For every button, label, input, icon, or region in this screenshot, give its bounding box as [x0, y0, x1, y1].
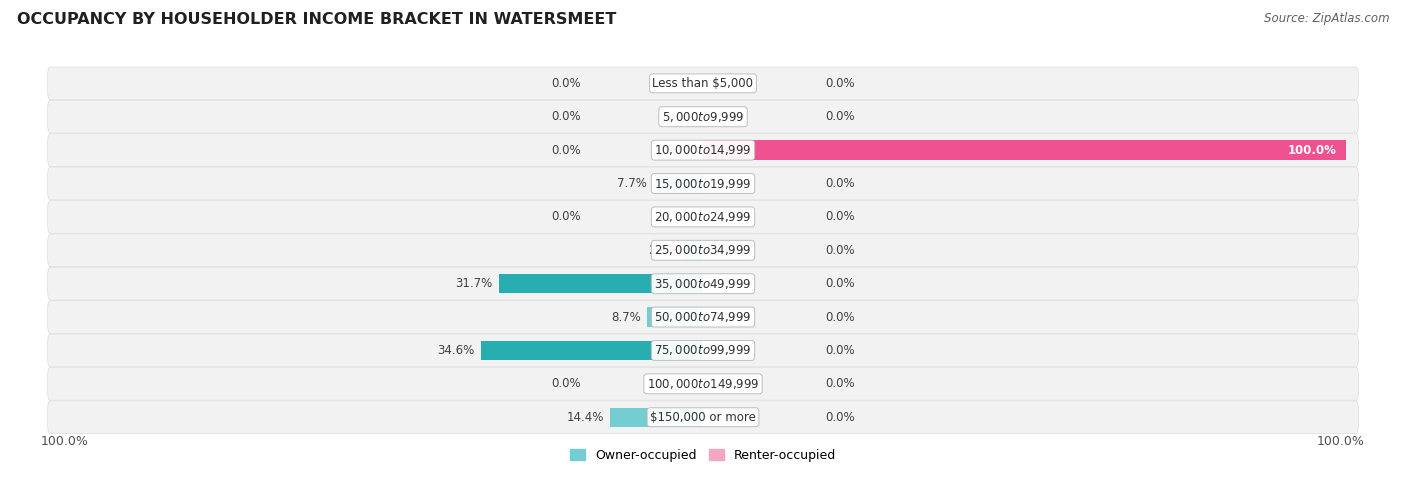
FancyBboxPatch shape	[48, 134, 1358, 167]
Text: $150,000 or more: $150,000 or more	[650, 411, 756, 424]
Text: 100.0%: 100.0%	[1288, 144, 1336, 156]
Text: 7.7%: 7.7%	[617, 177, 647, 190]
Text: $25,000 to $34,999: $25,000 to $34,999	[654, 243, 752, 257]
Text: 0.0%: 0.0%	[825, 377, 855, 390]
FancyBboxPatch shape	[48, 267, 1358, 300]
Text: 0.0%: 0.0%	[551, 110, 581, 123]
Text: OCCUPANCY BY HOUSEHOLDER INCOME BRACKET IN WATERSMEET: OCCUPANCY BY HOUSEHOLDER INCOME BRACKET …	[17, 12, 616, 27]
Text: 0.0%: 0.0%	[551, 377, 581, 390]
Legend: Owner-occupied, Renter-occupied: Owner-occupied, Renter-occupied	[565, 444, 841, 467]
Text: 0.0%: 0.0%	[825, 344, 855, 357]
Text: 0.0%: 0.0%	[825, 210, 855, 224]
Text: 34.6%: 34.6%	[437, 344, 474, 357]
Text: $75,000 to $99,999: $75,000 to $99,999	[654, 344, 752, 357]
Text: 0.0%: 0.0%	[825, 411, 855, 424]
Bar	[654, 174, 703, 193]
Text: 0.0%: 0.0%	[825, 177, 855, 190]
FancyBboxPatch shape	[48, 301, 1358, 333]
Text: Source: ZipAtlas.com: Source: ZipAtlas.com	[1264, 12, 1389, 25]
Bar	[499, 274, 703, 294]
Text: $50,000 to $74,999: $50,000 to $74,999	[654, 310, 752, 324]
Text: 0.0%: 0.0%	[825, 77, 855, 90]
FancyBboxPatch shape	[48, 167, 1358, 200]
FancyBboxPatch shape	[48, 334, 1358, 367]
Text: 31.7%: 31.7%	[456, 277, 494, 290]
FancyBboxPatch shape	[48, 67, 1358, 100]
Text: 0.0%: 0.0%	[551, 144, 581, 156]
Text: 0.0%: 0.0%	[825, 277, 855, 290]
Text: $5,000 to $9,999: $5,000 to $9,999	[662, 110, 744, 124]
Text: 0.0%: 0.0%	[551, 77, 581, 90]
Text: $10,000 to $14,999: $10,000 to $14,999	[654, 143, 752, 157]
Bar	[647, 307, 703, 327]
FancyBboxPatch shape	[48, 101, 1358, 133]
Text: 8.7%: 8.7%	[610, 311, 641, 324]
Bar	[610, 408, 703, 427]
Text: 0.0%: 0.0%	[825, 110, 855, 123]
Text: $15,000 to $19,999: $15,000 to $19,999	[654, 176, 752, 191]
FancyBboxPatch shape	[48, 234, 1358, 267]
Text: 14.4%: 14.4%	[567, 411, 605, 424]
Text: 2.9%: 2.9%	[648, 244, 678, 257]
Text: Less than $5,000: Less than $5,000	[652, 77, 754, 90]
Text: 100.0%: 100.0%	[1317, 435, 1365, 448]
FancyBboxPatch shape	[48, 401, 1358, 434]
Text: $35,000 to $49,999: $35,000 to $49,999	[654, 277, 752, 291]
Text: 0.0%: 0.0%	[825, 311, 855, 324]
Text: 0.0%: 0.0%	[551, 210, 581, 224]
Text: 0.0%: 0.0%	[825, 244, 855, 257]
Text: $20,000 to $24,999: $20,000 to $24,999	[654, 210, 752, 224]
Text: 100.0%: 100.0%	[41, 435, 89, 448]
FancyBboxPatch shape	[48, 201, 1358, 233]
Bar	[685, 241, 703, 260]
Bar	[703, 140, 1346, 160]
Text: $100,000 to $149,999: $100,000 to $149,999	[647, 377, 759, 391]
FancyBboxPatch shape	[48, 367, 1358, 400]
Bar	[481, 341, 703, 360]
